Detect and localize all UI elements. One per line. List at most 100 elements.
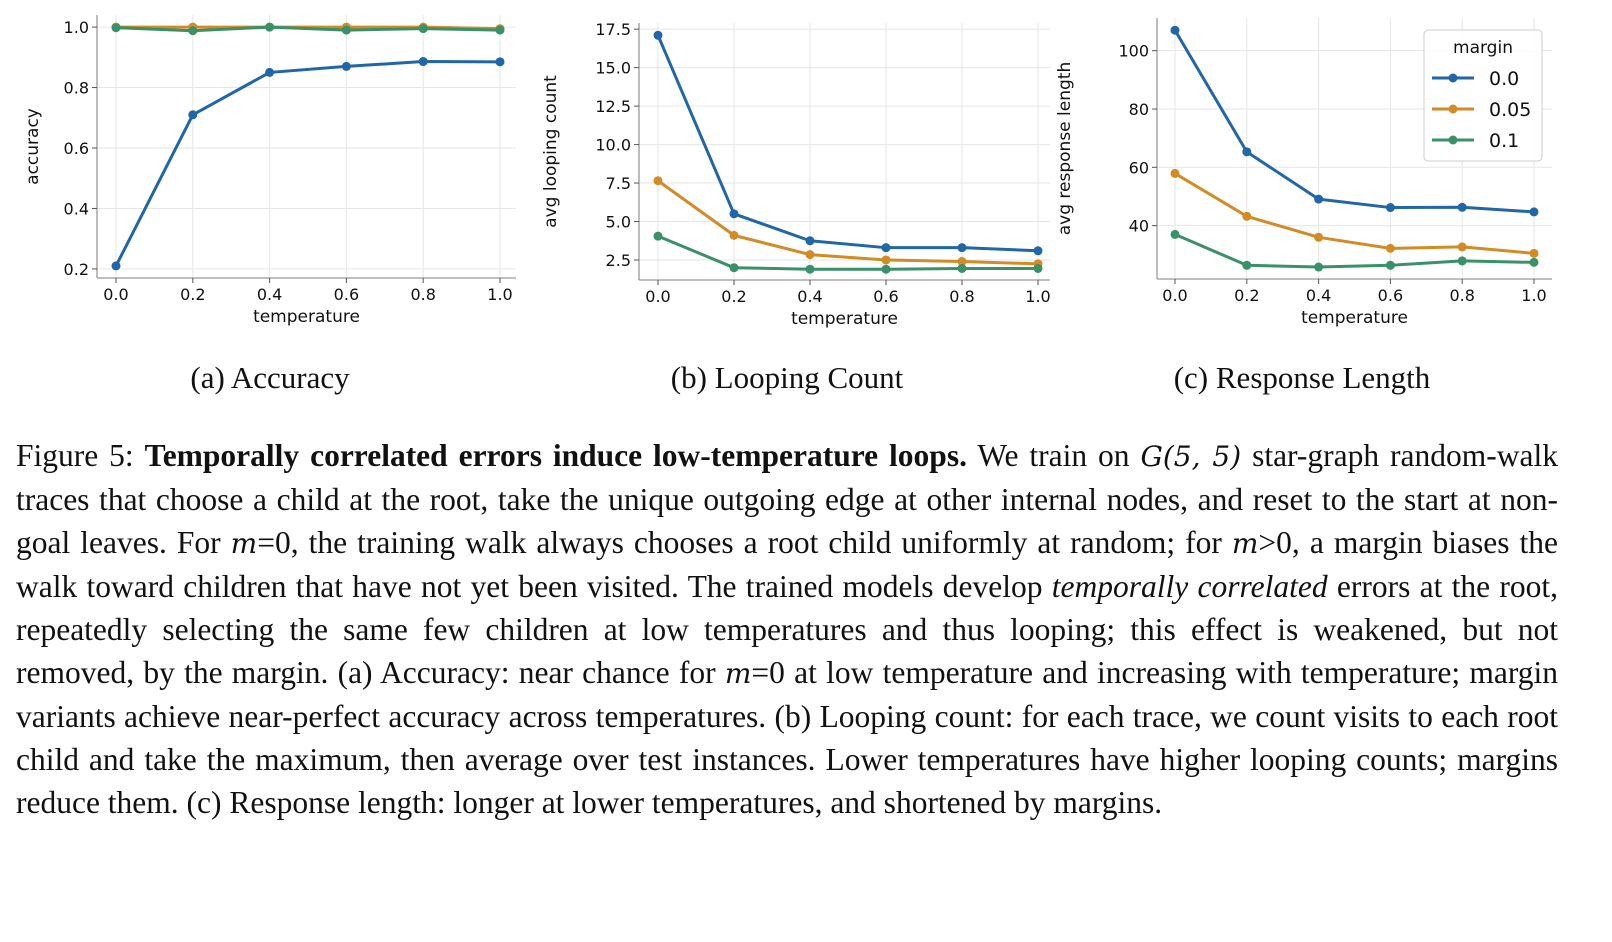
x-tick-label: 0.4: [797, 287, 822, 306]
y-tick-label: 1.0: [64, 18, 89, 37]
x-tick-label: 0.6: [334, 285, 359, 304]
legend-title: margin: [1453, 38, 1513, 58]
x-tick-label: 0.2: [721, 287, 746, 306]
caption-text: =0, the training walk always chooses a r…: [257, 525, 1232, 560]
caption-bold-title: Temporally correlated errors induce low-…: [144, 438, 967, 473]
caption-text: >0, a margin biases the walk toward chil…: [16, 525, 1558, 604]
caption-text: =0 at low temperature and increasing wit…: [16, 655, 1558, 820]
data-point: [805, 264, 815, 274]
data-point: [957, 263, 967, 273]
series-line: [116, 25, 501, 31]
y-tick-label: 17.5: [595, 20, 631, 39]
caption-italic: temporally correlated: [1051, 569, 1328, 604]
data-point: [729, 263, 739, 273]
x-tick-label: 0.4: [257, 285, 282, 304]
data-point: [1242, 211, 1252, 221]
caption-math: m: [1231, 527, 1259, 560]
x-axis-label: temperature: [253, 307, 360, 327]
data-point: [653, 30, 663, 40]
data-point: [265, 22, 275, 32]
x-tick-label: 0.2: [1234, 286, 1259, 305]
y-axis-label: avg response length: [1055, 62, 1075, 235]
legend-entry: 0.0: [1489, 68, 1519, 90]
data-point: [111, 261, 121, 271]
x-tick-label: 1.0: [487, 285, 512, 304]
y-axis-label: accuracy: [23, 108, 43, 185]
data-point: [1170, 229, 1180, 239]
data-point: [1457, 242, 1467, 252]
data-point: [1314, 262, 1324, 272]
legend-entry: 0.1: [1489, 130, 1519, 152]
x-axis-label: temperature: [791, 309, 898, 329]
subcaption-a: (a) Accuracy: [190, 360, 350, 395]
data-point: [881, 255, 891, 265]
data-point: [653, 176, 663, 186]
x-tick-label: 0.8: [949, 287, 974, 306]
data-point: [1529, 248, 1539, 258]
y-tick-label: 0.4: [64, 199, 89, 218]
series-margin-0.05: [653, 176, 1043, 269]
series-margin-0.1: [111, 22, 505, 36]
data-point: [341, 61, 351, 71]
data-point: [495, 57, 505, 67]
data-point: [495, 25, 505, 35]
y-tick-label: 7.5: [606, 174, 631, 193]
caption-math: m: [230, 527, 258, 560]
y-tick-label: 80: [1129, 100, 1149, 119]
caption-text: We train on: [966, 438, 1141, 473]
series-line: [115, 25, 501, 33]
y-tick-label: 0.8: [64, 79, 89, 98]
y-axis-label: avg looping count: [541, 75, 561, 228]
x-tick-label: 0.2: [180, 285, 205, 304]
data-point: [881, 264, 891, 274]
data-point: [1457, 256, 1467, 266]
data-point: [1242, 260, 1252, 270]
series-line: [1174, 233, 1535, 269]
data-point: [1457, 202, 1467, 212]
series-line: [114, 60, 501, 267]
series-line: [656, 34, 1039, 253]
data-point: [1033, 246, 1043, 256]
data-point: [729, 209, 739, 219]
caption-text: errors at the root, repeatedly selecting…: [16, 569, 1558, 690]
legend: margin 0.0 0.05 0.1: [1423, 29, 1543, 162]
series-line: [657, 179, 1039, 266]
x-tick-label: 0.0: [103, 285, 128, 304]
data-point: [1314, 194, 1324, 204]
x-tick-label: 0.8: [1449, 286, 1474, 305]
y-tick-label: 12.5: [595, 97, 631, 116]
y-tick-label: 5.0: [606, 213, 631, 232]
y-tick-label: 15.0: [595, 59, 631, 78]
x-tick-label: 0.4: [1306, 286, 1331, 305]
data-point: [418, 24, 428, 34]
data-point: [1385, 260, 1395, 270]
data-point: [805, 236, 815, 246]
y-tick-label: 10.0: [595, 136, 631, 155]
data-point: [1529, 207, 1539, 217]
legend-box: [1423, 29, 1543, 162]
series-line: [1173, 29, 1535, 214]
data-point: [188, 26, 198, 36]
data-point: [957, 243, 967, 253]
series-line: [1174, 172, 1535, 255]
y-tick-label: 0.2: [64, 260, 89, 279]
x-tick-label: 0.0: [645, 287, 670, 306]
data-point: [1242, 147, 1252, 157]
y-tick-label: 100: [1118, 42, 1149, 61]
caption-text: star-graph random-walk traces that choos…: [16, 438, 1558, 560]
x-axis-label: temperature: [1301, 308, 1408, 328]
series-margin-0.05: [1170, 168, 1539, 258]
data-point: [188, 110, 198, 120]
series-margin-0.0: [653, 30, 1043, 256]
legend-marker: [1448, 73, 1458, 83]
x-tick-label: 0.8: [410, 285, 435, 304]
data-point: [1170, 168, 1180, 178]
series-margin-0.1: [653, 231, 1043, 274]
data-point: [1529, 257, 1539, 267]
data-point: [805, 250, 815, 260]
y-tick-label: 40: [1129, 217, 1149, 236]
data-point: [418, 57, 428, 67]
series-margin-0.0: [111, 57, 505, 271]
data-point: [265, 67, 275, 77]
x-tick-label: 0.6: [1378, 286, 1403, 305]
